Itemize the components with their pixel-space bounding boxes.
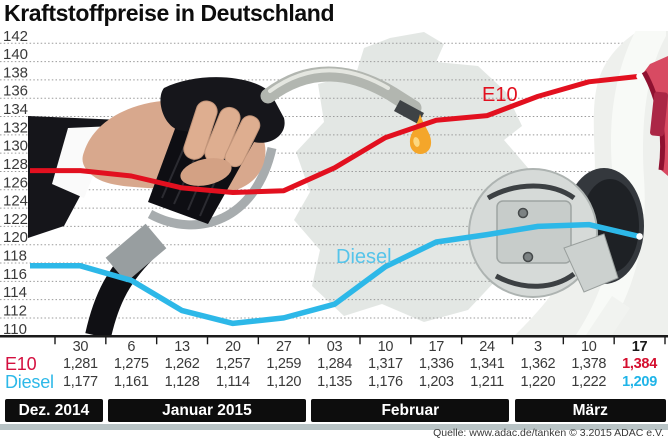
e10-price-value: 1,262 bbox=[164, 356, 200, 372]
e10-price-value: 1,275 bbox=[113, 356, 149, 372]
date-label: 10 bbox=[580, 339, 597, 355]
date-label: 03 bbox=[326, 339, 343, 355]
finger bbox=[183, 100, 218, 160]
y-tick-label: 126 bbox=[3, 174, 28, 191]
date-label: 3 bbox=[534, 339, 542, 355]
diesel-price-value: 1,220 bbox=[520, 374, 556, 390]
diesel-price-value: 1,211 bbox=[470, 374, 504, 390]
e10-price-row: E10 1,281 1,275 1,262 1,257 1,259 1,284 1,317 1… bbox=[0, 354, 668, 374]
trigger-guard bbox=[147, 147, 277, 230]
month-bar-dez-2014: Dez. 2014 bbox=[5, 399, 103, 422]
e10-price-value: 1,281 bbox=[63, 356, 98, 372]
month-bars: Dez. 2014 Januar 2015 Februar März bbox=[0, 399, 668, 422]
fuel-door-detail-top bbox=[486, 183, 576, 201]
y-tick-label: 114 bbox=[3, 284, 27, 301]
month-bar-januar-2015: Januar 2015 bbox=[107, 399, 307, 422]
date-label: 24 bbox=[479, 339, 495, 355]
diesel-price-value: 1,135 bbox=[317, 374, 352, 390]
source-credit: Quelle: www.adac.de/tanken © 3.2015 ADAC… bbox=[433, 427, 664, 439]
e10-price-value: 1,317 bbox=[368, 356, 403, 372]
footer-divider-bar bbox=[0, 424, 668, 430]
x-axis bbox=[0, 335, 668, 345]
date-label: 13 bbox=[174, 339, 190, 355]
e10-price-value: 1,378 bbox=[571, 356, 607, 372]
series-labels: E10 Diesel bbox=[336, 84, 518, 268]
price-lines bbox=[30, 72, 643, 327]
e10-line bbox=[30, 73, 640, 195]
tail-light bbox=[644, 56, 668, 176]
e10-price-value: 1,259 bbox=[266, 356, 302, 372]
month-bar-m-rz: März bbox=[514, 399, 666, 422]
y-tick-label: 140 bbox=[3, 46, 28, 63]
chart-gridlines: 1421401381361341321301281261241221201181… bbox=[0, 28, 668, 338]
y-tick-label: 110 bbox=[3, 321, 27, 338]
diesel-line-label: Diesel bbox=[336, 246, 392, 268]
date-axis-labels: 30 6 13 20 27 03 10 17 24 3 10 17 bbox=[0, 339, 668, 356]
diesel-row-label: Diesel bbox=[5, 372, 54, 392]
car-strut bbox=[584, 296, 630, 337]
diesel-price-value: 1,114 bbox=[216, 374, 250, 390]
screw bbox=[522, 251, 534, 263]
y-tick-label: 130 bbox=[3, 138, 28, 155]
e10-price-value: 1,341 bbox=[469, 356, 505, 372]
y-tick-label: 136 bbox=[3, 83, 28, 100]
page-title: Kraftstoffpreise in Deutschland bbox=[4, 0, 335, 26]
e10-row-label: E10 bbox=[5, 354, 37, 374]
diesel-price-value: 1,177 bbox=[63, 374, 98, 390]
y-tick-label: 120 bbox=[3, 229, 28, 246]
e10-price-value: 1,336 bbox=[418, 356, 454, 372]
y-tick-label: 128 bbox=[3, 156, 28, 173]
y-tick-label: 112 bbox=[3, 302, 27, 319]
diesel-price-value: 1,209 bbox=[622, 374, 657, 390]
y-tick-label: 118 bbox=[3, 248, 27, 265]
fuel-door-detail-bottom bbox=[494, 271, 576, 289]
e10-price-value: 1,284 bbox=[317, 356, 352, 372]
date-label: 6 bbox=[127, 339, 136, 355]
e10-line-label: E10 bbox=[482, 84, 518, 106]
date-label: 17 bbox=[631, 339, 648, 355]
fuel-nozzle-photo bbox=[28, 66, 432, 337]
date-label: 30 bbox=[72, 339, 89, 355]
tail-light-inner bbox=[650, 91, 668, 137]
fuel-drop-highlight bbox=[413, 137, 420, 147]
diesel-price-value: 1,176 bbox=[368, 374, 403, 390]
car-fuel-door-photo bbox=[468, 31, 668, 337]
germany-map-silhouette bbox=[294, 32, 528, 322]
y-tick-label: 134 bbox=[3, 101, 28, 118]
fuel-door-hinge bbox=[563, 233, 619, 293]
diesel-price-row: Diesel 1,177 1,161 1,128 1,114 1,120 1,135 1,1… bbox=[0, 372, 668, 392]
diesel-price-value: 1,222 bbox=[571, 374, 607, 390]
date-label: 20 bbox=[225, 339, 241, 355]
y-tick-label: 132 bbox=[3, 119, 28, 136]
diesel-price-value: 1,161 bbox=[113, 374, 149, 390]
diesel-price-value: 1,203 bbox=[418, 374, 454, 390]
screw bbox=[517, 207, 529, 219]
thumb bbox=[180, 158, 232, 186]
y-tick-label: 124 bbox=[3, 193, 28, 210]
y-tick-label: 142 bbox=[3, 28, 28, 45]
y-tick-label: 138 bbox=[3, 64, 28, 81]
diesel-price-value: 1,120 bbox=[266, 374, 302, 390]
date-label: 17 bbox=[428, 339, 444, 355]
spout-tip bbox=[394, 100, 424, 124]
date-label: 27 bbox=[275, 339, 292, 355]
date-label: 10 bbox=[377, 339, 394, 355]
e10-endpoint-dot bbox=[636, 72, 643, 80]
y-tick-label: 116 bbox=[3, 266, 27, 283]
diesel-endpoint-dot bbox=[636, 233, 643, 240]
e10-price-value: 1,384 bbox=[622, 356, 657, 372]
hose-coupler bbox=[105, 223, 167, 283]
e10-price-value: 1,257 bbox=[215, 356, 251, 372]
diesel-price-value: 1,128 bbox=[164, 374, 200, 390]
spout-highlight bbox=[268, 68, 390, 93]
diesel-line bbox=[30, 221, 641, 327]
y-tick-label: 122 bbox=[3, 211, 28, 228]
nozzle-spout bbox=[260, 66, 422, 116]
e10-price-value: 1,362 bbox=[520, 356, 556, 372]
month-bar-februar: Februar bbox=[311, 399, 510, 422]
